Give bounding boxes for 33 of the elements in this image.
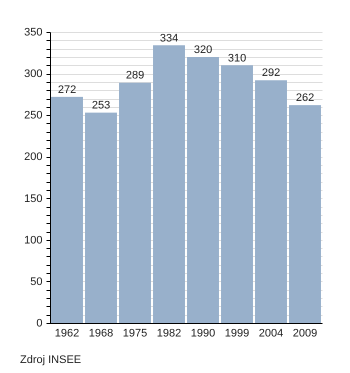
bar xyxy=(255,80,287,323)
y-tick-label: 350 xyxy=(24,26,42,38)
data-label: 272 xyxy=(58,84,76,96)
y-tick-label: 150 xyxy=(24,192,42,205)
bar xyxy=(51,96,83,323)
data-label: 310 xyxy=(228,52,246,64)
x-tick-label: 1982 xyxy=(156,328,182,340)
data-label: 262 xyxy=(296,92,314,104)
y-tick-label: 250 xyxy=(24,110,42,122)
x-tick-label: 1962 xyxy=(54,328,80,340)
x-tick-label: 2009 xyxy=(292,328,318,340)
y-tick-label: 200 xyxy=(24,151,42,164)
x-tick-label: 1975 xyxy=(122,328,148,340)
data-label: 292 xyxy=(262,67,280,80)
y-tick-label: 50 xyxy=(30,276,42,288)
x-tick-label: 2004 xyxy=(258,328,284,340)
text: Zdroj INSEE xyxy=(20,354,82,366)
bar xyxy=(289,105,321,323)
data-label: 289 xyxy=(126,70,144,82)
x-tick-label: 1990 xyxy=(190,328,216,340)
y-tick-label: 300 xyxy=(24,68,42,80)
x-tick-label: 1999 xyxy=(224,328,250,340)
data-label: 253 xyxy=(92,100,110,112)
y-tick-label: 100 xyxy=(24,234,42,246)
bar xyxy=(187,56,219,323)
bar xyxy=(153,45,185,323)
bar xyxy=(85,112,117,323)
x-tick-label: 1968 xyxy=(88,328,114,340)
data-label: 320 xyxy=(194,44,212,56)
y-tick-label: 0 xyxy=(36,318,42,330)
bar xyxy=(221,65,253,323)
bar xyxy=(119,82,151,323)
data-label: 334 xyxy=(160,32,178,44)
